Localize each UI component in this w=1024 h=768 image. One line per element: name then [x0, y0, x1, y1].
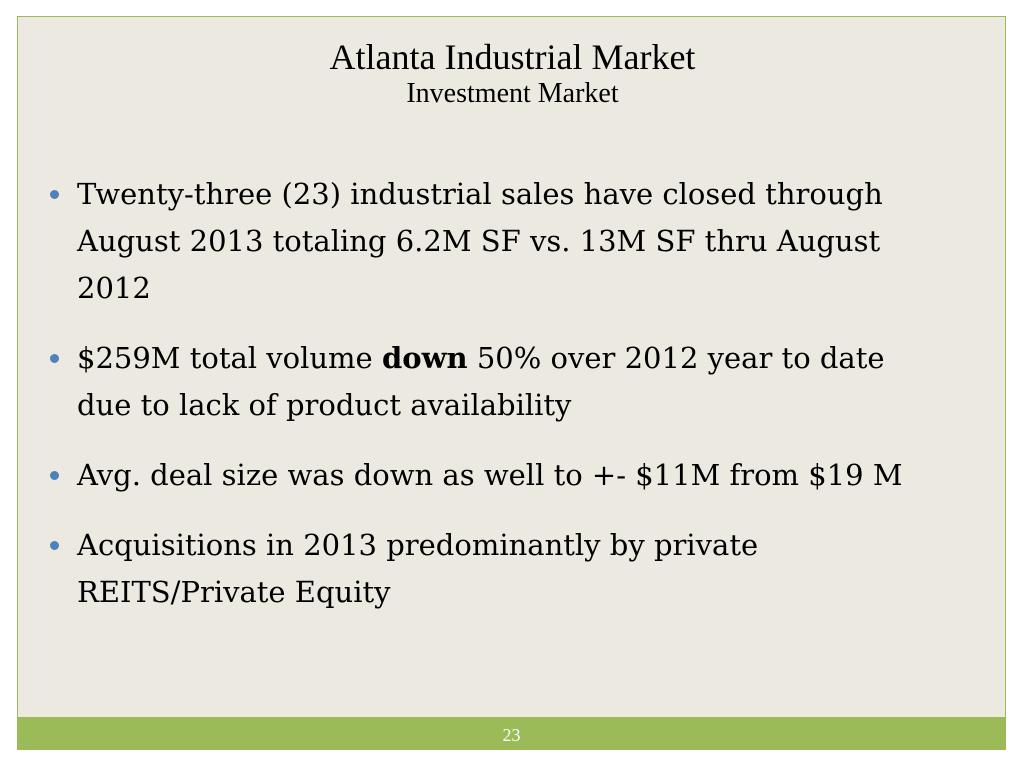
bullet-item-2: $259M total volume down 50% over 2012 ye… [50, 335, 940, 429]
bullet-item-4: Acquisitions in 2013 predominantly by pr… [50, 522, 940, 616]
bullet-text: Acquisitions in 2013 predominantly by pr… [77, 528, 759, 609]
slide: Atlanta Industrial Market Investment Mar… [17, 16, 1006, 750]
bullet-text-before: $259M total volume [77, 341, 382, 375]
slide-title: Atlanta Industrial Market [329, 37, 696, 77]
bullet-text: Twenty-three (23) industrial sales have … [77, 177, 883, 305]
title-block: Atlanta Industrial Market Investment Mar… [18, 37, 1007, 109]
bullet-text-after: 50% over 2012 year to date due to lack o… [77, 341, 885, 422]
bullet-icon [50, 471, 59, 480]
bullet-icon [50, 354, 59, 363]
slide-number: 23 [502, 725, 521, 745]
slide-subtitle: Investment Market [406, 78, 619, 109]
footer-bar [18, 717, 1005, 750]
bullet-item-3: Avg. deal size was down as well to +- $1… [50, 452, 940, 499]
bullet-icon [50, 541, 59, 550]
bullet-text: Avg. deal size was down as well to +- $1… [77, 458, 903, 492]
bullet-icon [50, 190, 59, 199]
bullet-item-1: Twenty-three (23) industrial sales have … [50, 171, 940, 312]
bullet-text-emphasis: down [381, 341, 468, 375]
bullet-list: Twenty-three (23) industrial sales have … [50, 171, 940, 639]
